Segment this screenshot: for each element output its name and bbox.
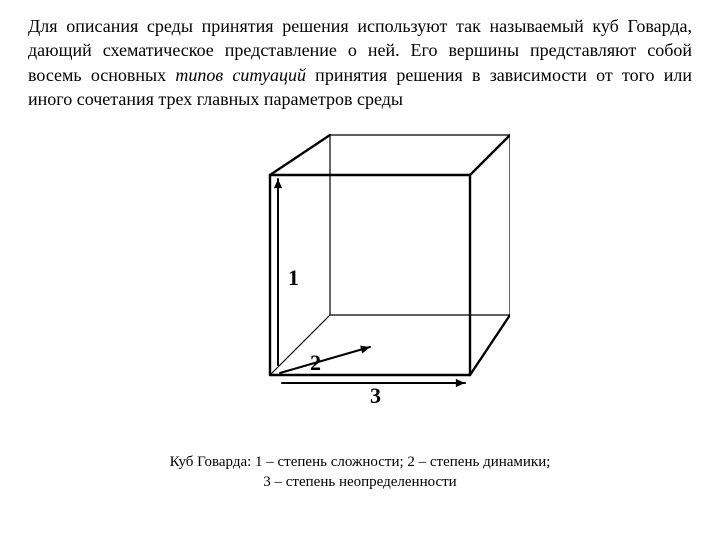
caption-line-1: Куб Говарда: 1 – степень сложности; 2 – … [170,454,551,470]
para-em: типов ситуаций [175,65,306,85]
page: Для описания среды принятия решения испо… [0,0,720,540]
body-paragraph: Для описания среды принятия решения испо… [28,14,692,111]
figure-caption: Куб Говарда: 1 – степень сложности; 2 – … [28,452,692,493]
svg-text:1: 1 [288,265,299,290]
cube-diagram: 1 2 3 [210,115,510,450]
svg-text:2: 2 [310,350,321,375]
caption-line-2: 3 – степень неопределенности [263,474,456,490]
svg-text:3: 3 [370,383,381,408]
figure: 1 2 3 Куб Говарда: 1 – степень сложности; … [28,115,692,493]
cube-svg: 1 2 3 [210,115,510,445]
